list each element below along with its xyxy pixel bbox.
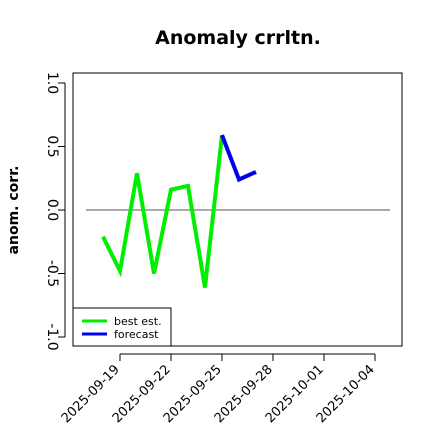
y-tick-label: -0.5 [44, 260, 60, 287]
series-line-best-estimate [101, 134, 224, 288]
y-axis: -1.0 -0.5 0.0 0.5 1.0 [44, 72, 66, 351]
y-axis-label: anom. corr. [6, 166, 22, 255]
x-axis: 2025-09-192025-09-222025-09-252025-09-28… [59, 353, 378, 426]
y-tick-label: 0.5 [44, 135, 60, 157]
legend-box [72, 307, 172, 347]
y-tick-label: 1.0 [44, 72, 60, 94]
legend-label: best est. [114, 315, 162, 328]
series-group [101, 134, 257, 288]
y-tick-label: -1.0 [44, 323, 60, 350]
legend: best est.forecast [72, 307, 172, 347]
legend-label: forecast [114, 328, 159, 341]
plot-frame [72, 72, 403, 347]
chart-title: Anomaly crrltn. [155, 27, 321, 49]
series-line-forecast [220, 134, 257, 183]
y-tick-label: 0.0 [44, 199, 60, 221]
